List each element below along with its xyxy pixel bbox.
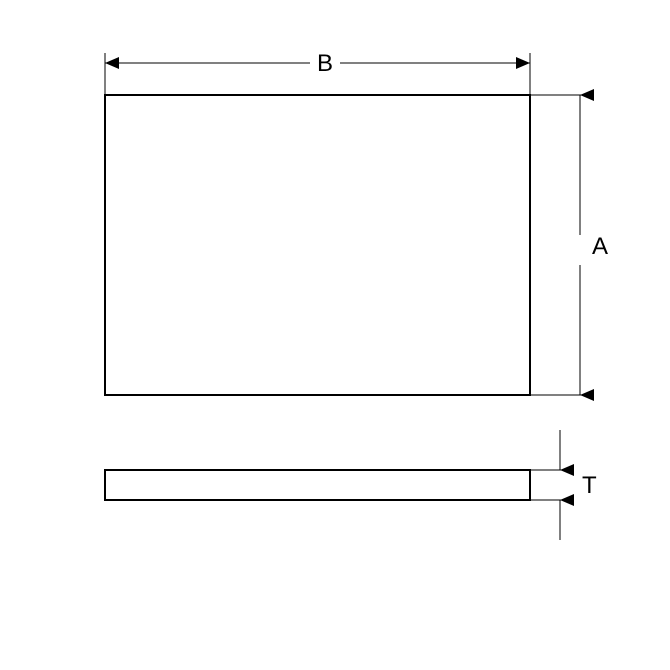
plate-top-view [105,95,530,395]
dimension-b-label: B [317,50,333,77]
technical-drawing: B A T [0,0,670,670]
dimension-t: T [530,430,597,540]
dimension-b: B [105,50,530,95]
dimension-a: A [530,95,608,395]
plate-side-view [105,470,530,500]
dimension-t-label: T [582,472,597,499]
dimension-a-label: A [592,233,608,260]
